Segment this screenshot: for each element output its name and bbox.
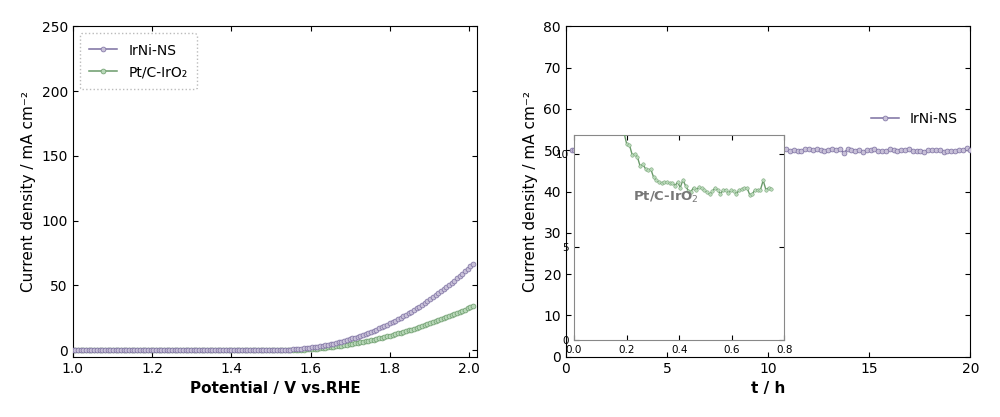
Y-axis label: Current density / mA cm⁻²: Current density / mA cm⁻² — [21, 91, 36, 292]
Line: Pt/C-IrO₂: Pt/C-IrO₂ — [70, 304, 476, 353]
IrNi-NS — [961, 146, 973, 151]
Pt/C-IrO₂ — [225, 348, 237, 353]
Line: IrNi-NS: IrNi-NS — [570, 146, 973, 156]
IrNi-NS — [618, 148, 630, 153]
Pt/C-IrO₂ — [67, 348, 79, 353]
IrNi-NS — [838, 151, 850, 156]
IrNi-NS — [964, 148, 976, 153]
Y-axis label: Current density / mA cm⁻²: Current density / mA cm⁻² — [523, 91, 538, 292]
Pt/C-IrO₂ — [344, 342, 356, 347]
Line: IrNi-NS: IrNi-NS — [70, 261, 476, 353]
Pt/C-IrO₂ — [467, 304, 479, 309]
IrNi-NS — [566, 147, 578, 152]
X-axis label: Potential / V vs.RHE: Potential / V vs.RHE — [190, 381, 360, 396]
IrNi-NS — [467, 261, 479, 266]
Legend: IrNi-NS: IrNi-NS — [865, 106, 963, 131]
Pt/C-IrO₂ — [198, 348, 210, 353]
IrNi-NS — [225, 348, 237, 353]
IrNi-NS — [746, 147, 758, 152]
IrNi-NS — [911, 148, 923, 153]
IrNi-NS — [397, 314, 409, 319]
IrNi-NS — [344, 337, 356, 342]
Pt/C-IrO₂ — [292, 347, 304, 352]
IrNi-NS — [884, 147, 896, 152]
IrNi-NS — [198, 348, 210, 353]
Pt/C-IrO₂ — [397, 329, 409, 334]
X-axis label: t / h: t / h — [751, 381, 785, 396]
IrNi-NS — [67, 348, 79, 353]
Legend: IrNi-NS, Pt/C-IrO₂: IrNi-NS, Pt/C-IrO₂ — [80, 33, 197, 89]
IrNi-NS — [292, 347, 304, 352]
IrNi-NS — [918, 149, 930, 154]
IrNi-NS — [276, 347, 288, 352]
Pt/C-IrO₂ — [276, 347, 288, 352]
IrNi-NS — [593, 148, 605, 153]
